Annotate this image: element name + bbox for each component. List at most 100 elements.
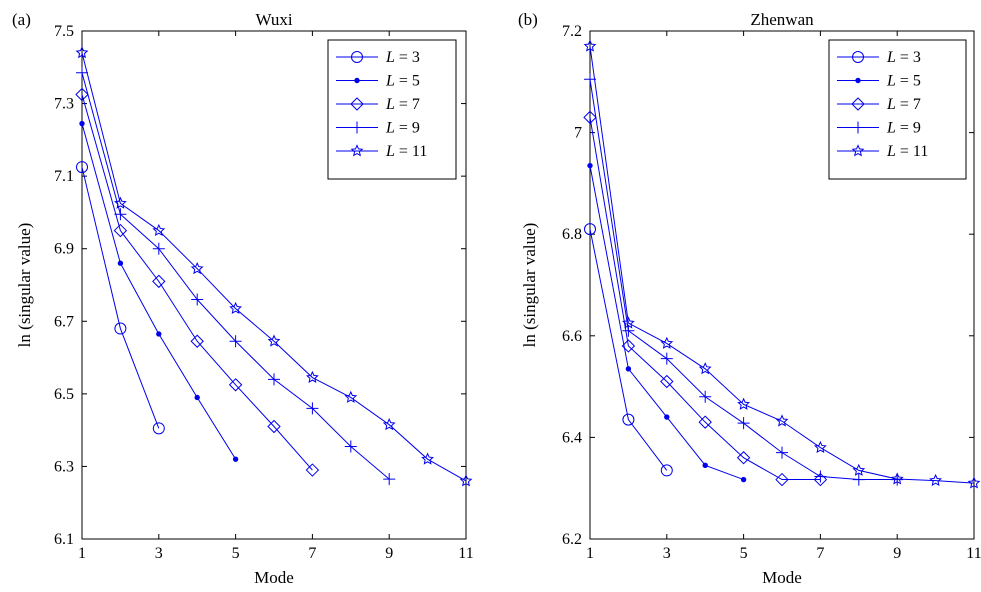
data-point — [740, 476, 747, 483]
data-point — [625, 366, 632, 372]
x-axis-label: Mode — [762, 568, 802, 587]
series-L5 — [79, 120, 239, 462]
data-point — [699, 390, 712, 403]
data-point — [76, 66, 88, 79]
data-point — [114, 322, 127, 335]
y-tick-label: 7 — [574, 125, 582, 142]
data-point — [737, 417, 750, 430]
data-point — [117, 260, 124, 266]
data-point — [776, 446, 788, 459]
legend-marker — [851, 144, 865, 157]
series-L11 — [583, 39, 981, 489]
data-point — [306, 402, 319, 415]
x-tick-label: 5 — [740, 545, 748, 562]
data-point — [660, 336, 674, 349]
data-point — [191, 293, 204, 306]
legend-entry: L = 9 — [886, 120, 921, 137]
data-point — [929, 473, 942, 487]
data-point — [583, 39, 597, 52]
data-point — [383, 473, 396, 486]
legend-marker — [852, 121, 864, 134]
legend-value: = 7 — [896, 96, 921, 113]
legend-value: = 9 — [896, 120, 921, 137]
legend-variable: L — [886, 96, 896, 113]
data-point — [814, 440, 827, 453]
series-line — [81, 52, 467, 482]
data-point — [194, 394, 200, 401]
legend: L = 3L = 5L = 7L = 9L = 11 — [828, 39, 967, 180]
data-point — [190, 261, 204, 275]
y-tick-label: 6.3 — [54, 458, 74, 475]
legend-marker — [350, 97, 364, 111]
x-tick-label: 3 — [155, 545, 163, 562]
data-point — [698, 362, 712, 375]
data-point — [622, 316, 635, 329]
data-point — [114, 208, 127, 221]
series-L5 — [587, 162, 747, 483]
series-L9 — [584, 73, 904, 486]
legend-value: = 9 — [395, 120, 420, 137]
y-axis-label: ln (singular value) — [15, 223, 34, 348]
x-tick-label: 7 — [308, 545, 316, 562]
legend-marker — [354, 77, 360, 84]
series-L7 — [75, 87, 320, 477]
data-point — [152, 242, 165, 255]
legend-variable: L — [385, 96, 395, 113]
data-point — [114, 196, 127, 209]
chart-panel-b: 1 3 5 7 9 11 6.2 6.4 6.6 6.8 7 7.2 Zhenwan (b) Mode ln … — [518, 10, 981, 587]
legend-value: = 11 — [395, 143, 427, 160]
data-point — [736, 451, 751, 465]
series-line — [81, 123, 237, 460]
chart-panel-a: 1 3 5 7 9 11 6.1 6.3 6.5 6.7 6.9 7.1 7.3 7.5 Wuxi (a) Mo… — [12, 10, 474, 587]
data-point — [267, 334, 281, 347]
data-point — [664, 414, 670, 420]
data-point — [228, 378, 243, 392]
series-L3 — [584, 223, 673, 477]
data-point — [79, 120, 85, 127]
legend-entry: L = 3 — [385, 49, 420, 66]
data-point — [152, 223, 166, 237]
legend-marker — [350, 144, 364, 157]
data-point — [305, 463, 320, 477]
chart-title: Zhenwan — [750, 10, 814, 29]
data-point — [660, 464, 673, 477]
x-tick-label: 1 — [586, 545, 594, 562]
legend-marker — [851, 97, 865, 111]
y-tick-label: 6.1 — [54, 531, 74, 548]
data-point — [621, 339, 636, 353]
data-point — [156, 331, 162, 337]
legend-variable: L — [886, 143, 896, 160]
series-L3 — [76, 161, 165, 435]
panel-label: (b) — [518, 10, 538, 29]
x-tick-label: 3 — [663, 545, 671, 562]
legend-variable: L — [385, 143, 395, 160]
legend-variable: L — [886, 49, 896, 66]
data-point — [660, 374, 674, 389]
x-axis-label: Mode — [254, 568, 294, 587]
data-point — [702, 462, 708, 469]
data-point — [584, 73, 596, 86]
x-tick-label: 5 — [232, 545, 240, 562]
panel-label: (a) — [12, 10, 31, 29]
data-point — [622, 413, 635, 426]
data-point — [344, 390, 358, 403]
data-point — [775, 472, 789, 487]
data-point — [382, 417, 396, 431]
legend-variable: L — [385, 49, 395, 66]
data-point — [813, 472, 828, 487]
y-tick-label: 6.6 — [562, 328, 582, 345]
series-L11 — [75, 46, 473, 487]
data-point — [852, 473, 865, 486]
legend-variable: L — [886, 73, 896, 90]
legend-value: = 3 — [896, 49, 921, 66]
series-line — [81, 94, 313, 471]
data-point — [622, 324, 635, 337]
legend-variable: L — [385, 73, 395, 90]
data-point — [152, 274, 166, 289]
series-line — [589, 46, 975, 484]
legend-value: = 7 — [395, 96, 420, 113]
data-point — [584, 223, 596, 236]
y-tick-label: 7.2 — [562, 23, 582, 40]
y-tick-label: 7.1 — [54, 168, 74, 185]
y-tick-label: 6.2 — [562, 531, 582, 548]
